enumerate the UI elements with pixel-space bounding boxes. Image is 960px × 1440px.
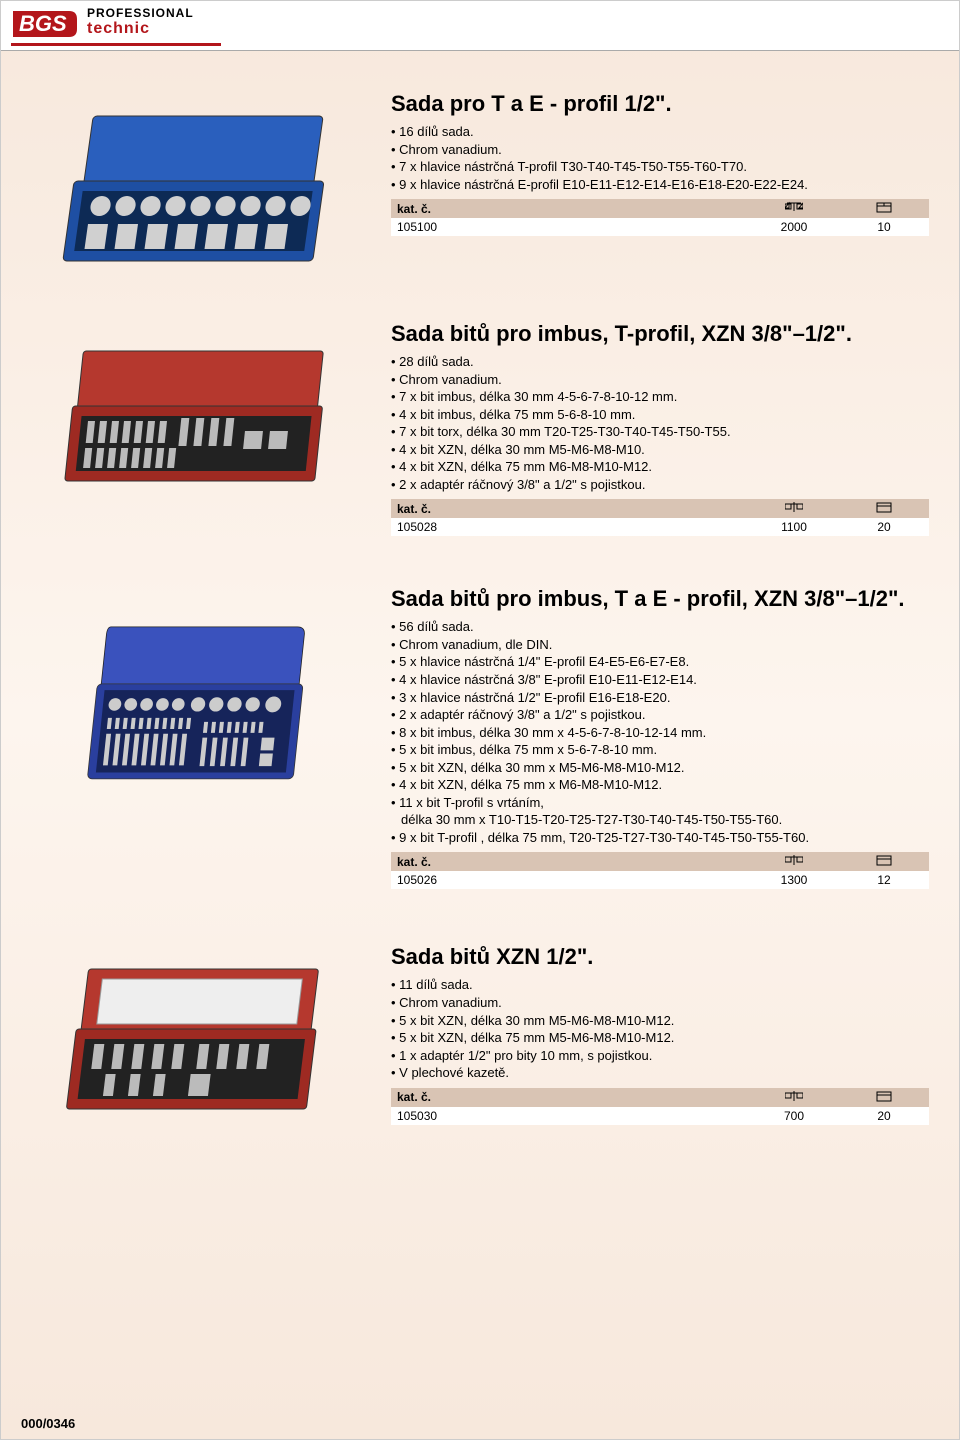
bullet: 4 x hlavice nástrčná 3/8" E-profil E10-E… — [391, 671, 929, 689]
svg-text:BGS: BGS — [19, 11, 67, 36]
product-title: Sada bitů pro imbus, T-profil, XZN 3/8"–… — [391, 321, 929, 347]
product-table: kat. č. 105030 700 20 — [391, 1088, 929, 1125]
bullet: 4 x bit imbus, délka 75 mm 5-6-8-10 mm. — [391, 406, 929, 424]
logo-text: PROFESSIONAL technic — [87, 7, 194, 37]
table-row: 105030 700 20 — [391, 1107, 929, 1125]
bullet: 5 x bit XZN, délka 30 mm x M5-M6-M8-M10-… — [391, 759, 929, 777]
cell-pack: 20 — [839, 518, 929, 536]
cell-cat: 105028 — [391, 518, 749, 536]
logo-mark: BGS — [11, 7, 81, 41]
cell-cat: 105026 — [391, 871, 749, 889]
cell-cat: 105100 — [391, 218, 749, 236]
logo-professional: PROFESSIONAL — [87, 7, 194, 19]
bullet: Chrom vanadium, dle DIN. — [391, 636, 929, 654]
table-row: 105028 1100 20 — [391, 518, 929, 536]
product-block: Sada bitů pro imbus, T a E - profil, XZN… — [21, 586, 929, 889]
product-block: Sada bitů XZN 1/2". 11 dílů sada. Chrom … — [21, 944, 929, 1144]
page-footer: 000/0346 — [21, 1416, 75, 1431]
bullet: Chrom vanadium. — [391, 994, 929, 1012]
col-weight-icon — [749, 199, 839, 218]
cell-pack: 20 — [839, 1107, 929, 1125]
bullet: Chrom vanadium. — [391, 371, 929, 389]
bullet: Chrom vanadium. — [391, 141, 929, 159]
product-bullets: 11 dílů sada. Chrom vanadium. 5 x bit XZ… — [391, 976, 929, 1081]
product-block: Sada pro T a E - profil 1/2". 16 dílů sa… — [21, 91, 929, 291]
product-info: Sada bitů XZN 1/2". 11 dílů sada. Chrom … — [391, 944, 929, 1124]
col-cat: kat. č. — [391, 499, 749, 518]
product-info: Sada bitů pro imbus, T-profil, XZN 3/8"–… — [391, 321, 929, 536]
bullet: 28 dílů sada. — [391, 353, 929, 371]
table-row: 105100 2000 10 — [391, 218, 929, 236]
product-table: kat. č. 105100 2000 10 — [391, 199, 929, 236]
product-title: Sada pro T a E - profil 1/2". — [391, 91, 929, 117]
logo-technic: technic — [87, 21, 194, 37]
product-image — [21, 944, 371, 1144]
product-bullets: 28 dílů sada. Chrom vanadium. 7 x bit im… — [391, 353, 929, 493]
product-info: Sada pro T a E - profil 1/2". 16 dílů sa… — [391, 91, 929, 236]
bullet: 5 x bit imbus, délka 75 mm x 5-6-7-8-10 … — [391, 741, 929, 759]
cell-pack: 12 — [839, 871, 929, 889]
page-header: BGS PROFESSIONAL technic — [1, 1, 959, 51]
bullet: 11 x bit T-profil s vrtáním, — [391, 794, 929, 812]
bullet: 5 x hlavice nástrčná 1/4" E-profil E4-E5… — [391, 653, 929, 671]
bullet: 7 x bit imbus, délka 30 mm 4-5-6-7-8-10-… — [391, 388, 929, 406]
col-pack-icon — [839, 499, 929, 518]
product-bullets: 16 dílů sada. Chrom vanadium. 7 x hlavic… — [391, 123, 929, 193]
col-weight-icon — [749, 1088, 839, 1107]
bullet: 7 x hlavice nástrčná T-profil T30-T40-T4… — [391, 158, 929, 176]
bullet: 5 x bit XZN, délka 75 mm M5-M6-M8-M10-M1… — [391, 1029, 929, 1047]
col-weight-icon — [749, 499, 839, 518]
bullet: V plechové kazetě. — [391, 1064, 929, 1082]
bullet: 4 x bit XZN, délka 75 mm M6-M8-M10-M12. — [391, 458, 929, 476]
bullet: 9 x hlavice nástrčná E-profil E10-E11-E1… — [391, 176, 929, 194]
product-bullets: 56 dílů sada. Chrom vanadium, dle DIN. 5… — [391, 618, 929, 846]
bullet: 11 dílů sada. — [391, 976, 929, 994]
product-image — [21, 586, 371, 826]
bullet: 2 x adaptér ráčnový 3/8" a 1/2" s pojist… — [391, 476, 929, 494]
cell-weight: 1100 — [749, 518, 839, 536]
product-image — [21, 91, 371, 291]
cell-weight: 2000 — [749, 218, 839, 236]
logo: BGS PROFESSIONAL technic — [11, 7, 949, 41]
bullet: 2 x adaptér ráčnový 3/8" a 1/2" s pojist… — [391, 706, 929, 724]
header-rule — [11, 43, 221, 46]
bullet: 4 x bit XZN, délka 30 mm M5-M6-M8-M10. — [391, 441, 929, 459]
bullet: 3 x hlavice nástrčná 1/2" E-profil E16-E… — [391, 689, 929, 707]
col-pack-icon — [839, 199, 929, 218]
product-image — [21, 321, 371, 521]
cell-weight: 700 — [749, 1107, 839, 1125]
bullet: délka 30 mm x T10-T15-T20-T25-T27-T30-T4… — [391, 811, 929, 829]
col-cat: kat. č. — [391, 199, 749, 218]
product-title: Sada bitů pro imbus, T a E - profil, XZN… — [391, 586, 929, 612]
product-info: Sada bitů pro imbus, T a E - profil, XZN… — [391, 586, 929, 889]
bullet: 9 x bit T-profil , délka 75 mm, T20-T25-… — [391, 829, 929, 847]
table-row: 105026 1300 12 — [391, 871, 929, 889]
product-table: kat. č. 105028 1100 20 — [391, 499, 929, 536]
col-pack-icon — [839, 1088, 929, 1107]
content: Sada pro T a E - profil 1/2". 16 dílů sa… — [1, 51, 959, 1154]
bullet: 5 x bit XZN, délka 30 mm M5-M6-M8-M10-M1… — [391, 1012, 929, 1030]
product-table: kat. č. 105026 1300 12 — [391, 852, 929, 889]
product-title: Sada bitů XZN 1/2". — [391, 944, 929, 970]
bullet: 8 x bit imbus, délka 30 mm x 4-5-6-7-8-1… — [391, 724, 929, 742]
bullet: 56 dílů sada. — [391, 618, 929, 636]
cell-weight: 1300 — [749, 871, 839, 889]
bullet: 4 x bit XZN, délka 75 mm x M6-M8-M10-M12… — [391, 776, 929, 794]
bullet: 7 x bit torx, délka 30 mm T20-T25-T30-T4… — [391, 423, 929, 441]
catalog-page: BGS PROFESSIONAL technic — [0, 0, 960, 1440]
bullet: 1 x adaptér 1/2" pro bity 10 mm, s pojis… — [391, 1047, 929, 1065]
cell-cat: 105030 — [391, 1107, 749, 1125]
col-pack-icon — [839, 852, 929, 871]
col-cat: kat. č. — [391, 1088, 749, 1107]
col-cat: kat. č. — [391, 852, 749, 871]
bullet: 16 dílů sada. — [391, 123, 929, 141]
col-weight-icon — [749, 852, 839, 871]
cell-pack: 10 — [839, 218, 929, 236]
product-block: Sada bitů pro imbus, T-profil, XZN 3/8"–… — [21, 321, 929, 536]
